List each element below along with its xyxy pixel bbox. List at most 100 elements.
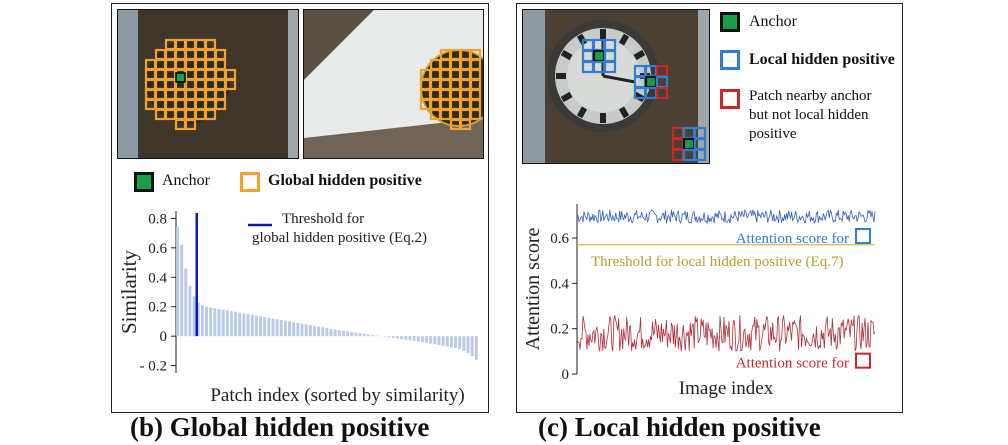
similarity-bar bbox=[283, 320, 287, 337]
clock-numeral-mark bbox=[560, 49, 573, 61]
local-threshold-label: Threshold for local hidden positive (Eq.… bbox=[591, 254, 843, 270]
similarity-bar bbox=[250, 314, 254, 337]
panel-b-caption: (b) Global hidden positive bbox=[130, 412, 430, 442]
similarity-y-tick-label: 0.8 bbox=[148, 211, 167, 227]
similarity-bar bbox=[263, 317, 267, 337]
attention-y-tick-label: 0.6 bbox=[550, 231, 569, 247]
attention-score-line-chart: 0.6 0.4 0.2 0 Attention score Image index Thre… bbox=[522, 204, 876, 399]
similarity-bar bbox=[192, 296, 196, 337]
similarity-bar bbox=[254, 315, 258, 337]
local-hidden-positive-legend-swatch bbox=[720, 50, 740, 70]
similarity-bar bbox=[408, 336, 412, 341]
similarity-bar bbox=[383, 336, 387, 337]
attention-y-tick-label: 0.4 bbox=[550, 276, 569, 292]
similarity-bar bbox=[458, 336, 462, 350]
attention-x-axis-label: Image index bbox=[679, 378, 774, 399]
similarity-bar bbox=[445, 336, 449, 347]
similarity-bar bbox=[196, 302, 200, 337]
similarity-y-tick-label: 0.6 bbox=[148, 241, 167, 257]
similarity-bar bbox=[246, 314, 250, 337]
global-positive-patch bbox=[224, 78, 237, 91]
similarity-bar bbox=[366, 334, 370, 337]
attention-y-tick-label: 0.2 bbox=[550, 322, 569, 338]
clock-numeral-mark bbox=[618, 33, 630, 46]
similarity-bar bbox=[184, 268, 188, 337]
similarity-bar bbox=[188, 286, 192, 337]
similarity-bar bbox=[317, 326, 321, 337]
nearby-patch-legend-swatch bbox=[720, 89, 740, 109]
panel-global-hidden-positive: Anchor Global hidden positive 0.8 0.6 0.4 0… bbox=[111, 3, 489, 413]
anchor-patch bbox=[682, 137, 696, 151]
nearby-patch-legend-line1: Patch nearby anchor bbox=[749, 88, 872, 104]
similarity-bar bbox=[404, 336, 408, 340]
similarity-bar bbox=[229, 311, 233, 337]
similarity-bar bbox=[371, 335, 375, 337]
global-hidden-positive-legend-swatch bbox=[240, 172, 260, 192]
similarity-bar bbox=[395, 336, 399, 339]
similarity-bar bbox=[470, 336, 474, 357]
similarity-bar bbox=[462, 336, 466, 351]
similarity-bar bbox=[454, 336, 458, 348]
similarity-y-tick-label: 0 bbox=[160, 329, 168, 345]
global-positive-patch bbox=[204, 108, 217, 121]
similarity-bar bbox=[391, 336, 395, 338]
similarity-bar bbox=[238, 312, 242, 337]
similarity-bar bbox=[259, 316, 262, 337]
similarity-bar bbox=[308, 325, 312, 337]
clock-tower-photo-1 bbox=[117, 9, 299, 159]
global-positive-patch bbox=[184, 118, 197, 131]
similarity-bar bbox=[362, 333, 366, 337]
clock-numeral-mark bbox=[600, 29, 606, 39]
local-hidden-positive-legend-label: Local hidden positive bbox=[749, 51, 895, 68]
similarity-bar bbox=[425, 336, 428, 343]
similarity-bar bbox=[312, 325, 316, 337]
similarity-bar bbox=[400, 336, 404, 340]
similarity-bar bbox=[180, 244, 184, 337]
clock-numeral-mark bbox=[600, 113, 606, 123]
similarity-bar bbox=[200, 305, 204, 337]
nearby-patch-legend-line3: positive bbox=[749, 126, 797, 142]
similarity-bar bbox=[221, 309, 225, 337]
similarity-y-axis-label: Similarity bbox=[117, 250, 141, 335]
similarity-bar bbox=[474, 336, 478, 360]
similarity-bar bbox=[375, 335, 379, 337]
nearby-patch bbox=[655, 86, 669, 100]
global-positive-patch bbox=[459, 118, 472, 131]
local-positive-patch bbox=[603, 60, 617, 74]
clock-face-photo bbox=[522, 9, 710, 164]
similarity-bar bbox=[321, 327, 325, 337]
similarity-bar bbox=[346, 331, 350, 337]
similarity-bar bbox=[433, 336, 437, 345]
global-hidden-positive-legend-label: Global hidden positive bbox=[268, 172, 422, 189]
attention-series-label-local: Attention score for bbox=[736, 231, 849, 247]
similarity-bar bbox=[329, 328, 333, 337]
similarity-bar bbox=[275, 319, 279, 337]
similarity-bar bbox=[350, 332, 354, 337]
similarity-bar bbox=[437, 336, 441, 346]
panel-local-hidden-positive: Anchor Local hidden positive Patch nearb… bbox=[516, 3, 903, 413]
threshold-legend-label-line2: global hidden positive (Eq.2) bbox=[252, 230, 427, 246]
attention-y-axis-label: Attention score bbox=[522, 228, 544, 351]
similarity-bar bbox=[292, 322, 296, 337]
attention-series-swatch-local bbox=[855, 228, 871, 244]
similarity-bar bbox=[213, 308, 217, 337]
similarity-bar bbox=[242, 313, 246, 337]
similarity-x-axis-label: Patch index (sorted by similarity) bbox=[210, 385, 464, 406]
clock-numeral-mark bbox=[576, 106, 588, 119]
anchor-patch bbox=[592, 49, 606, 63]
anchor-legend-swatch-c bbox=[720, 12, 740, 32]
local-positive-patch bbox=[693, 148, 707, 162]
attention-y-tick-label: 0 bbox=[562, 367, 570, 383]
similarity-bar bbox=[279, 319, 283, 337]
similarity-bar bbox=[337, 330, 341, 337]
anchor-legend-label-c: Anchor bbox=[749, 13, 797, 30]
similarity-bar bbox=[416, 336, 420, 342]
similarity-bar bbox=[420, 336, 424, 343]
similarity-bar bbox=[304, 324, 308, 337]
similarity-bar bbox=[429, 336, 433, 344]
anchor-patch bbox=[644, 75, 658, 89]
similarity-bar bbox=[354, 332, 358, 337]
similarity-y-tick-label: 0.4 bbox=[148, 270, 167, 286]
similarity-bar bbox=[466, 336, 470, 354]
attention-series-nearby bbox=[576, 315, 876, 352]
